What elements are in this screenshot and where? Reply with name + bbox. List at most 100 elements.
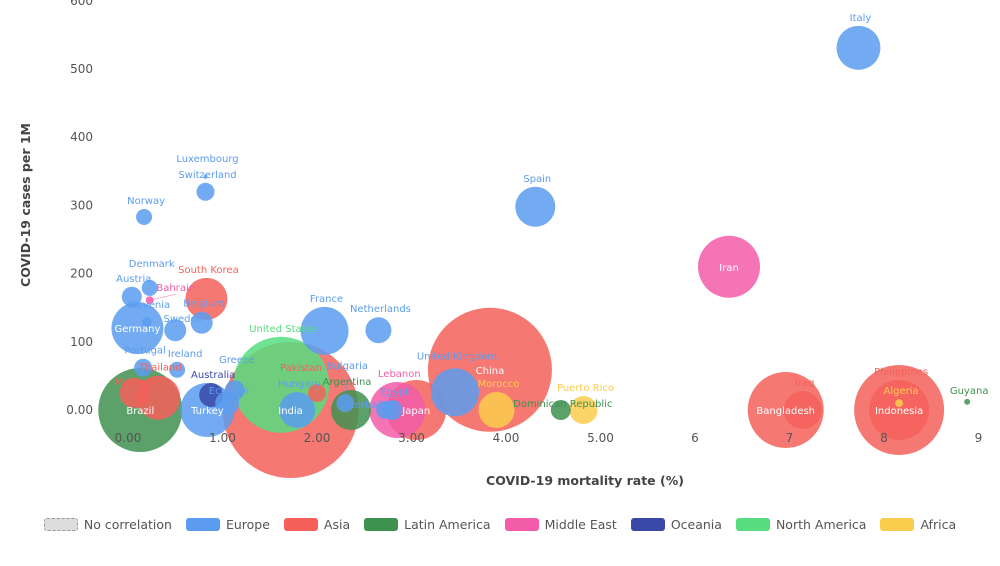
x-tick-label: 0.00 [115,431,142,445]
bubble-label: China [476,366,505,377]
label-leader-line [149,293,176,301]
legend-label: Middle East [544,517,617,532]
bubble-denmark[interactable] [141,279,158,296]
x-axis-label: COVID-19 mortality rate (%) [486,473,684,488]
bubble-italy[interactable] [836,25,881,70]
bubble-switzerland[interactable] [196,182,215,201]
y-tick-label: 200 [70,267,93,281]
legend-item[interactable]: Asia [283,517,351,532]
bubble-label: India [278,406,303,417]
bubble-label: Iraq [795,378,815,389]
legend-label: Europe [225,517,270,532]
bubble-label: Iran [719,263,739,274]
x-tick-label: 9 [975,431,983,445]
bubble-austria[interactable] [121,286,142,307]
bubble-chart: 0.00 1.00 2.00 3.00 4.00 5.00 6 7 8 9 0.00 100 200 3… [18,0,988,488]
legend-swatch [364,518,399,531]
bubble-label: Ecuador [209,386,251,397]
bubble-label: Australia [191,370,235,381]
bubble-hungary[interactable] [279,392,316,428]
bubble-label: Puerto Rico [557,383,614,394]
bubble-label: Portugal [124,346,165,357]
x-tick-label: 3.00 [398,431,425,445]
bubble-label: Bahrain [156,283,195,294]
bubble-label: Netherlands [350,304,411,315]
bubble-label: Thailand [138,363,182,374]
bubble-spain[interactable] [515,186,556,227]
legend: No correlation Europe Asia Latin America Mid… [0,517,1000,532]
bubble-label: Sweden [163,314,203,325]
bubble-belgium[interactable] [190,311,213,334]
legend-label: Oceania [670,517,722,532]
bubble-algeria[interactable] [895,399,904,408]
bubble-netherlands[interactable] [365,317,392,344]
bubble-united-kingdom[interactable] [430,368,479,417]
legend-label: Africa [920,517,957,532]
bubble-label: Japan [401,406,430,417]
bubble-label: Belgium [183,299,224,310]
bubble-guyana[interactable] [964,398,971,405]
y-tick-label: 600 [70,0,93,8]
legend-item[interactable]: Oceania [630,517,722,532]
legend-item[interactable]: Europe [185,517,270,532]
y-tick-label: 0.00 [66,403,93,417]
bubble-label: Norway [127,196,165,207]
bubble-germany[interactable] [111,302,164,355]
legend-label: No correlation [83,517,172,532]
label-leader-line [345,372,348,404]
bubble-norway[interactable] [136,208,153,225]
legend-label: Asia [323,517,351,532]
legend-item[interactable]: Latin America [364,517,491,532]
bubble-label: Lebanon [378,369,421,380]
bubble-label: Argentina [323,377,372,388]
bubble-label: Bulgaria [327,361,368,372]
bubble-label: Greece [219,355,255,366]
bubble-pakistan[interactable] [308,383,326,402]
bubble-azerbaijan[interactable] [376,401,395,419]
bubble-label: Hungary [278,379,321,390]
bubble-iran[interactable] [698,235,761,298]
legend-swatch [880,518,915,531]
bubble-morocco[interactable] [478,392,515,428]
bubble-portugal[interactable] [134,358,153,377]
y-tick-label: 500 [70,62,93,76]
legend-item[interactable]: North America [735,517,866,532]
bubble-label: Luxembourg [176,154,238,165]
bubble-south-korea[interactable] [185,277,228,320]
legend-item[interactable]: Africa [880,517,956,532]
y-tick-label: 300 [70,198,93,212]
bubble-label: Azerbaijan [343,400,396,411]
bubble-france[interactable] [300,306,349,355]
bubble-label: France [310,294,343,305]
bubble-label: Switzerland [178,170,236,181]
bubble-label: Algeria [884,386,919,397]
bubble-greece[interactable] [224,380,245,401]
bubble-sweden[interactable] [164,319,187,342]
bubble-ireland[interactable] [169,361,186,378]
bubble-puerto-rico[interactable] [569,396,598,424]
bubble-dominican-republic[interactable] [550,400,571,420]
bubble-label: Brazil [126,406,154,417]
x-tick-label: 6 [691,431,699,445]
x-tick-label: 8 [880,431,888,445]
legend-swatch [504,518,539,531]
legend-item[interactable]: No correlation [43,517,172,532]
x-tick-label: 4.00 [493,431,520,445]
legend-item[interactable]: Middle East [504,517,617,532]
bubble-label: Pakistan [280,363,322,374]
legend-swatch [735,518,770,531]
bubble-philippines[interactable] [869,380,930,440]
legend-label: Latin America [404,517,491,532]
bubble-label: Dominican Republic [513,399,612,410]
bubble-slovenia[interactable] [141,317,152,328]
bubble-label: Italy [850,13,872,24]
legend-swatch [283,518,318,531]
bubble-label: Morocco [478,379,520,390]
bubble-iraq[interactable] [783,391,822,429]
bubble-luxembourg[interactable] [203,174,208,179]
bubble-label: Philippines [874,367,928,378]
bubble-label: Denmark [129,259,175,270]
bubble-malaysia[interactable] [119,377,150,408]
y-axis-label: COVID-19 cases per 1M [18,123,33,287]
legend-swatch [630,518,665,531]
